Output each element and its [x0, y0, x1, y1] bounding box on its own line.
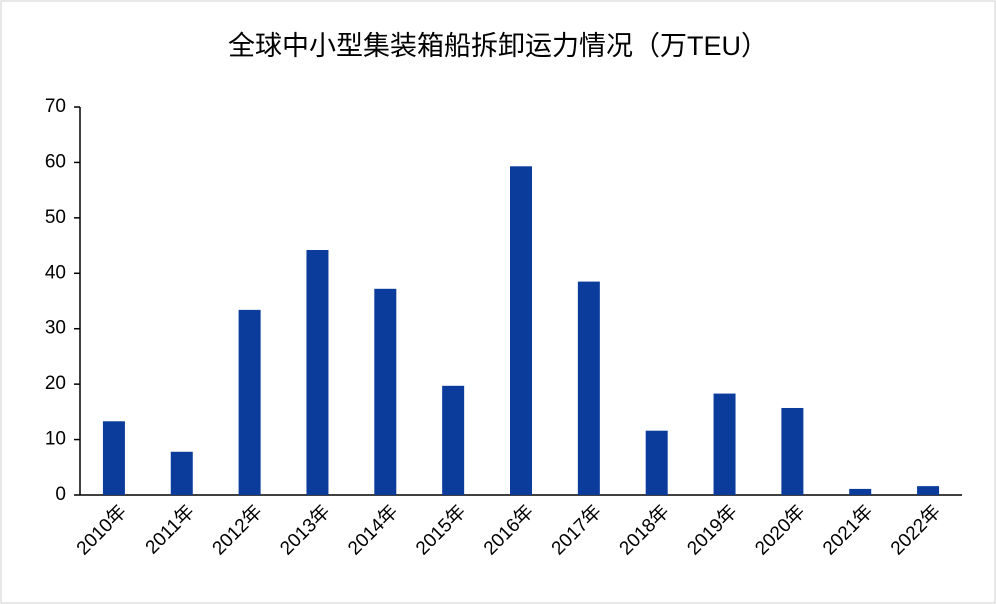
y-tick-label: 30 — [45, 318, 66, 339]
y-tick-label: 20 — [45, 373, 66, 394]
bar — [238, 309, 261, 495]
bar — [102, 421, 125, 495]
bar — [781, 407, 804, 495]
y-tick-label: 0 — [55, 484, 66, 505]
bar — [374, 288, 397, 495]
y-tick-label: 70 — [45, 96, 66, 117]
y-tick-label: 40 — [45, 262, 66, 283]
chart-title: 全球中小型集装箱船拆卸运力情况（万TEU） — [228, 31, 768, 61]
y-tick-label: 50 — [45, 207, 66, 228]
bar — [306, 250, 329, 495]
bar — [170, 451, 193, 495]
bar — [577, 281, 600, 495]
y-tick-label: 10 — [45, 429, 66, 450]
bar — [442, 385, 465, 495]
bar — [849, 488, 872, 495]
y-tick-label: 60 — [45, 151, 66, 172]
bar — [713, 393, 736, 495]
bar — [510, 166, 532, 495]
bar — [645, 430, 668, 495]
bar — [917, 486, 940, 495]
